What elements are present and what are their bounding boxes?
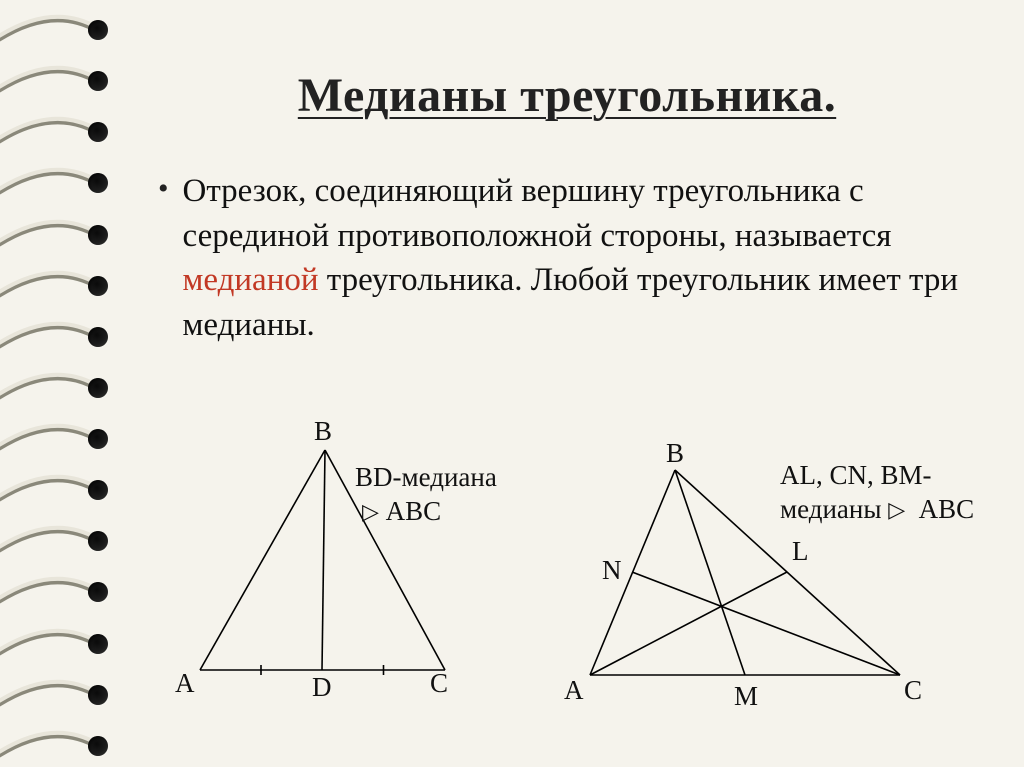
vertex-c-label: C — [904, 675, 922, 706]
term-median: медианой — [183, 262, 319, 298]
point-m-label: M — [734, 681, 758, 712]
figures-area: A B C D BD-медиана ▷ ABC A B C M N L AL,… — [130, 430, 1010, 750]
vertex-a-label: A — [175, 668, 195, 699]
para-pre: Отрезок, соединяющий вершину треугольник… — [183, 173, 892, 254]
fig1-caption-line1: BD-медиана — [355, 462, 497, 493]
bullet-icon: • — [158, 169, 169, 209]
slide-title: Медианы треугольника. — [130, 68, 1004, 123]
fig2-caption-line2: медианы ▷ ABC — [780, 494, 974, 525]
body-text: • Отрезок, соединяющий вершину треугольн… — [130, 169, 1004, 347]
definition-paragraph: Отрезок, соединяющий вершину треугольник… — [183, 169, 974, 347]
triangle-icon: ▷ — [888, 497, 905, 523]
vertex-a-label: A — [564, 675, 584, 706]
spiral-binding — [0, 0, 115, 767]
point-l-label: L — [792, 536, 809, 567]
vertex-b-label: B — [666, 438, 684, 469]
vertex-c-label: C — [430, 668, 448, 699]
fig2-caption-line1: AL, CN, BM- — [780, 460, 932, 491]
vertex-b-label: B — [314, 416, 332, 447]
point-d-label: D — [312, 672, 332, 703]
point-n-label: N — [602, 555, 622, 586]
fig1-caption-line2: ▷ ABC — [362, 496, 441, 527]
triangle-icon: ▷ — [362, 499, 379, 525]
